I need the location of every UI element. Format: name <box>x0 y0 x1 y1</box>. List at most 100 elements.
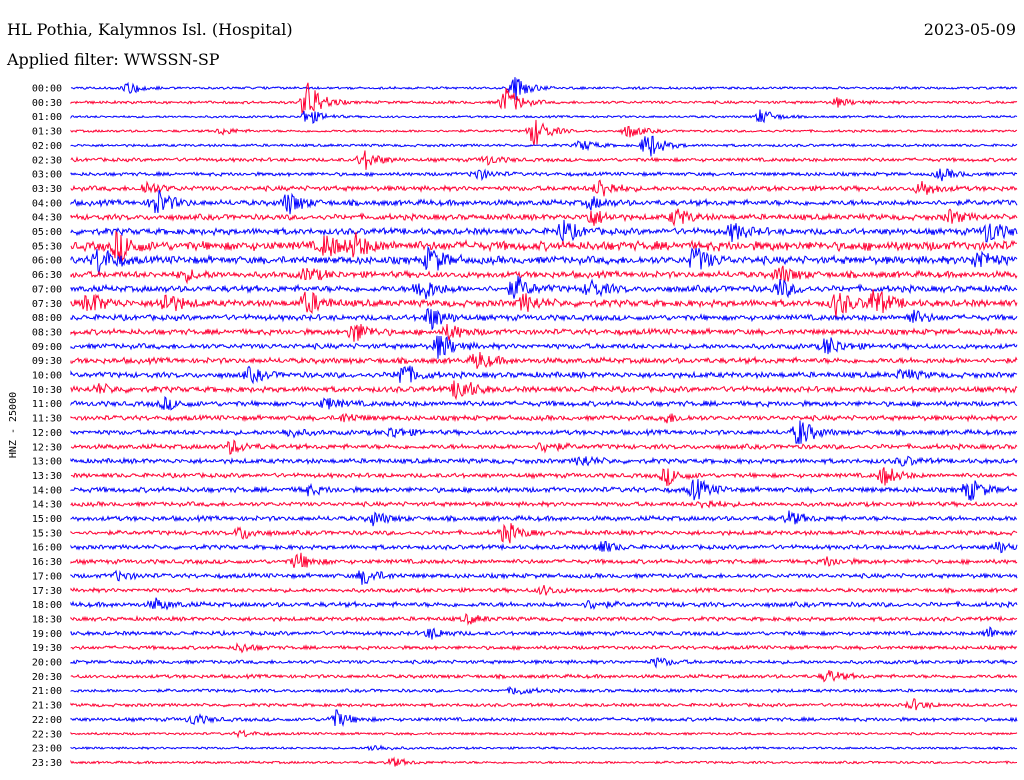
time-tick-label: 19:30 <box>32 643 62 654</box>
trace-line <box>70 584 1018 596</box>
trace-line <box>70 77 1018 100</box>
time-tick-label: 20:00 <box>32 658 62 669</box>
time-tick-label: 12:30 <box>32 442 62 453</box>
time-tick-label: 12:00 <box>32 428 62 439</box>
trace-line <box>70 219 1018 243</box>
trace-line <box>70 420 1018 445</box>
time-tick-label: 06:00 <box>32 256 62 267</box>
time-tick-label: 22:30 <box>32 729 62 740</box>
time-tick-label: 03:30 <box>32 184 62 195</box>
time-tick-label: 08:30 <box>32 327 62 338</box>
filter-label: Applied filter: WWSSN-SP <box>7 50 220 69</box>
time-tick-label: 22:00 <box>32 715 62 726</box>
trace-line <box>70 351 1018 369</box>
trace-line <box>70 642 1018 654</box>
trace-line <box>70 657 1018 669</box>
trace-line <box>70 744 1018 752</box>
time-tick-label: 19:00 <box>32 629 62 640</box>
time-tick-label: 09:30 <box>32 356 62 367</box>
time-tick-label: 02:30 <box>32 155 62 166</box>
trace-line <box>70 380 1018 401</box>
trace-line <box>70 335 1018 359</box>
trace-line <box>70 365 1018 385</box>
trace-line <box>70 265 1018 285</box>
trace-line <box>70 685 1018 695</box>
trace-line <box>70 697 1018 711</box>
time-tick-label: 23:00 <box>32 744 62 755</box>
trace-line <box>70 189 1018 215</box>
time-tick-label: 11:00 <box>32 399 62 410</box>
trace-line <box>70 597 1018 611</box>
time-tick-label: 17:30 <box>32 586 62 597</box>
time-tick-label: 01:30 <box>32 127 62 138</box>
trace-line <box>70 479 1018 501</box>
trace-line <box>70 499 1018 509</box>
trace-line <box>70 670 1018 683</box>
time-tick-label: 00:30 <box>32 98 62 109</box>
trace-line <box>70 395 1018 411</box>
time-tick-label: 15:00 <box>32 514 62 525</box>
trace-line <box>70 439 1018 455</box>
trace-line <box>70 168 1018 182</box>
trace-line <box>70 323 1018 342</box>
time-tick-label: 14:00 <box>32 485 62 496</box>
trace-line <box>70 179 1018 197</box>
time-tick-label: 04:30 <box>32 213 62 224</box>
trace-line <box>70 523 1018 544</box>
time-tick-label: 16:30 <box>32 557 62 568</box>
trace-line <box>70 119 1018 146</box>
time-tick-label: 15:30 <box>32 528 62 539</box>
trace-line <box>70 613 1018 626</box>
time-tick-label: 16:00 <box>32 543 62 554</box>
time-tick-label: 18:00 <box>32 600 62 611</box>
trace-line <box>70 288 1018 318</box>
trace-line <box>70 552 1018 568</box>
trace-line <box>70 756 1017 767</box>
trace-line <box>70 82 1018 114</box>
y-axis-label: HNZ - 25000 <box>8 392 19 458</box>
trace-line <box>70 510 1018 527</box>
trace-line <box>70 467 1018 487</box>
time-tick-label: 04:00 <box>32 198 62 209</box>
trace-line <box>70 208 1018 227</box>
time-tick-label: 21:30 <box>32 701 62 712</box>
trace-line <box>70 230 1018 263</box>
time-tick-label: 13:00 <box>32 457 62 468</box>
time-tick-label: 11:30 <box>32 414 62 425</box>
trace-line <box>70 275 1018 300</box>
time-tick-label: 01:00 <box>32 112 62 123</box>
trace-line <box>70 455 1018 467</box>
trace-line <box>70 540 1018 554</box>
time-tick-label: 08:00 <box>32 313 62 324</box>
trace-line <box>70 709 1018 728</box>
trace-line <box>70 135 1018 157</box>
trace-rows: 00:00 00:30 01:00 01:30 02:00 02:30 03:00 03:30… <box>32 77 1018 769</box>
time-tick-label: 10:00 <box>32 371 62 382</box>
time-tick-label: 18:30 <box>32 614 62 625</box>
time-tick-label: 03:00 <box>32 170 62 181</box>
trace-line <box>70 307 1018 330</box>
time-tick-label: 09:00 <box>32 342 62 353</box>
time-tick-label: 20:30 <box>32 672 62 683</box>
time-tick-label: 06:30 <box>32 270 62 281</box>
trace-line <box>70 729 1018 739</box>
time-tick-label: 21:00 <box>32 686 62 697</box>
trace-line <box>70 569 1018 585</box>
time-tick-label: 17:00 <box>32 571 62 582</box>
date-label: 2023-05-09 <box>923 20 1016 39</box>
trace-line <box>70 412 1018 424</box>
trace-line <box>70 626 1018 640</box>
time-tick-label: 10:30 <box>32 385 62 396</box>
trace-line <box>70 109 1018 124</box>
time-tick-label: 05:30 <box>32 241 62 252</box>
trace-line <box>70 245 1018 275</box>
time-tick-label: 13:30 <box>32 471 62 482</box>
time-tick-label: 14:30 <box>32 500 62 511</box>
time-tick-label: 07:30 <box>32 299 62 310</box>
time-tick-label: 23:30 <box>32 758 62 769</box>
trace-line <box>70 150 1018 170</box>
time-tick-label: 05:00 <box>32 227 62 238</box>
time-tick-label: 00:00 <box>32 84 62 95</box>
station-title: HL Pothia, Kalymnos Isl. (Hospital) <box>7 20 293 39</box>
